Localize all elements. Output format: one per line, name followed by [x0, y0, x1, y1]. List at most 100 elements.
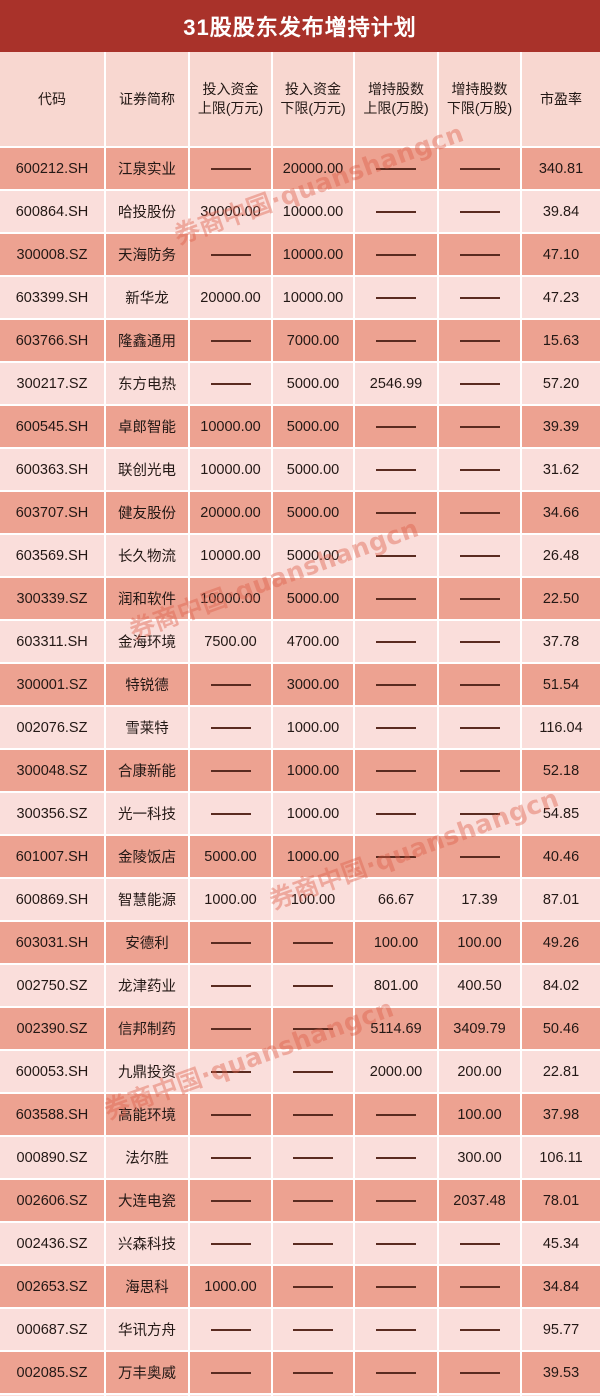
empty-dash-icon: [210, 383, 251, 386]
table-row: 300217.SZ 东方电热 5000.00 2546.99 57.20: [0, 362, 600, 406]
page-title: 31股股东发布增持计划: [183, 15, 417, 40]
empty-dash-icon: [376, 512, 416, 515]
cell-name: 东方电热: [105, 362, 190, 406]
cell-code: 603569.SH: [0, 534, 106, 578]
column-header-share_high: 增持股数 上限(万股): [354, 52, 439, 148]
column-header-line: 上限(万元): [197, 100, 264, 116]
cell-fund_low: 1000.00: [272, 835, 355, 879]
cell-pe: 34.66: [521, 491, 600, 535]
cell-code: 603588.SH: [0, 1093, 106, 1137]
cell-name: 大连电瓷: [105, 1179, 190, 1223]
cell-pe: 39.39: [521, 405, 600, 449]
table-row: 603399.SH 新华龙 20000.00 10000.00 47.23: [0, 276, 600, 320]
table-row: 000890.SZ 法尔胜 300.00 106.11: [0, 1136, 600, 1180]
cell-share_high: [354, 534, 439, 578]
cell-fund_high: [189, 1222, 273, 1266]
cell-fund_high: [189, 663, 273, 707]
empty-dash-icon: [210, 727, 251, 730]
column-header-code: 代码: [0, 52, 106, 148]
cell-fund_high: 7500.00: [189, 620, 273, 664]
cell-share_high: [354, 1093, 439, 1137]
cell-name: 合康新能: [105, 749, 190, 793]
empty-dash-icon: [293, 1157, 333, 1160]
cell-code: 600864.SH: [0, 190, 106, 234]
cell-share_low: 100.00: [438, 1093, 522, 1137]
cell-code: 000687.SZ: [0, 1308, 106, 1352]
empty-dash-icon: [376, 555, 416, 558]
cell-fund_high: [189, 706, 273, 750]
cell-share_low: [438, 1394, 522, 1396]
cell-share_low: [438, 1308, 522, 1352]
cell-share_high: [354, 792, 439, 836]
cell-code: 002653.SZ: [0, 1265, 106, 1309]
cell-fund_low: [272, 1351, 355, 1395]
cell-name: 隆鑫通用: [105, 319, 190, 363]
empty-dash-icon: [459, 770, 500, 773]
cell-share_high: 5114.69: [354, 1007, 439, 1051]
cell-fund_high: [189, 1179, 273, 1223]
cell-fund_high: 20000.00: [189, 276, 273, 320]
cell-share_low: [438, 1222, 522, 1266]
cell-pe: 106.11: [521, 1136, 600, 1180]
cell-fund_low: 20000.00: [272, 147, 355, 191]
empty-dash-icon: [293, 1200, 333, 1203]
cell-code: 002076.SZ: [0, 706, 106, 750]
column-header-fund_low: 投入资金 下限(万元): [272, 52, 355, 148]
cell-share_high: 2000.00: [354, 1050, 439, 1094]
cell-fund_low: 1000.00: [272, 792, 355, 836]
empty-dash-icon: [210, 1329, 251, 1332]
cell-code: 002390.SZ: [0, 1007, 106, 1051]
cell-pe: 47.23: [521, 276, 600, 320]
cell-share_low: [438, 663, 522, 707]
empty-dash-icon: [459, 383, 500, 386]
empty-dash-icon: [210, 1071, 251, 1074]
table-row: 300048.SZ 合康新能 1000.00 52.18: [0, 749, 600, 793]
cell-fund_low: [272, 1050, 355, 1094]
cell-fund_low: 3000.00: [272, 663, 355, 707]
empty-dash-icon: [210, 684, 251, 687]
cell-share_high: [354, 276, 439, 320]
cell-share_low: [438, 190, 522, 234]
empty-dash-icon: [376, 727, 416, 730]
cell-fund_low: [272, 1308, 355, 1352]
empty-dash-icon: [376, 1243, 416, 1246]
cell-fund_high: [189, 233, 273, 277]
cell-fund_high: 20000.00: [189, 491, 273, 535]
cell-fund_high: [189, 1308, 273, 1352]
cell-pe: 87.01: [521, 878, 600, 922]
cell-fund_low: [272, 1394, 355, 1396]
cell-fund_low: 10000.00: [272, 276, 355, 320]
cell-share_low: [438, 147, 522, 191]
cell-name: 兴森科技: [105, 1222, 190, 1266]
cell-fund_high: [189, 1351, 273, 1395]
cell-name: 光一科技: [105, 792, 190, 836]
empty-dash-icon: [459, 727, 500, 730]
cell-share_low: [438, 577, 522, 621]
cell-share_high: [354, 1351, 439, 1395]
empty-dash-icon: [459, 512, 500, 515]
cell-code: 300001.SZ: [0, 663, 106, 707]
cell-name: 安德利: [105, 921, 190, 965]
cell-code: 601007.SH: [0, 835, 106, 879]
table-body: 600212.SH 江泉实业 20000.00 340.81 600864.SH 哈投股份…: [0, 147, 600, 1396]
table-row: 002076.SZ 雪莱特 1000.00 116.04: [0, 706, 600, 750]
cell-share_low: [438, 276, 522, 320]
cell-name: 高能环境: [105, 1093, 190, 1137]
cell-code: 600545.SH: [0, 405, 106, 449]
empty-dash-icon: [376, 168, 416, 171]
cell-code: 002436.SZ: [0, 1222, 106, 1266]
cell-fund_high: [189, 749, 273, 793]
table-row: 002750.SZ 龙津药业 801.00 400.50 84.02: [0, 964, 600, 1008]
table-row: 300008.SZ 天海防务 10000.00 47.10: [0, 233, 600, 277]
cell-name: 长久物流: [105, 534, 190, 578]
cell-share_low: [438, 620, 522, 664]
table-row: 603707.SH 健友股份 20000.00 5000.00 34.66: [0, 491, 600, 535]
cell-fund_low: 5000.00: [272, 534, 355, 578]
cell-fund_low: [272, 964, 355, 1008]
cell-pe: 84.02: [521, 964, 600, 1008]
cell-fund_low: 5000.00: [272, 362, 355, 406]
empty-dash-icon: [459, 641, 500, 644]
empty-dash-icon: [293, 1071, 333, 1074]
cell-fund_low: 4700.00: [272, 620, 355, 664]
cell-code: 000890.SZ: [0, 1136, 106, 1180]
